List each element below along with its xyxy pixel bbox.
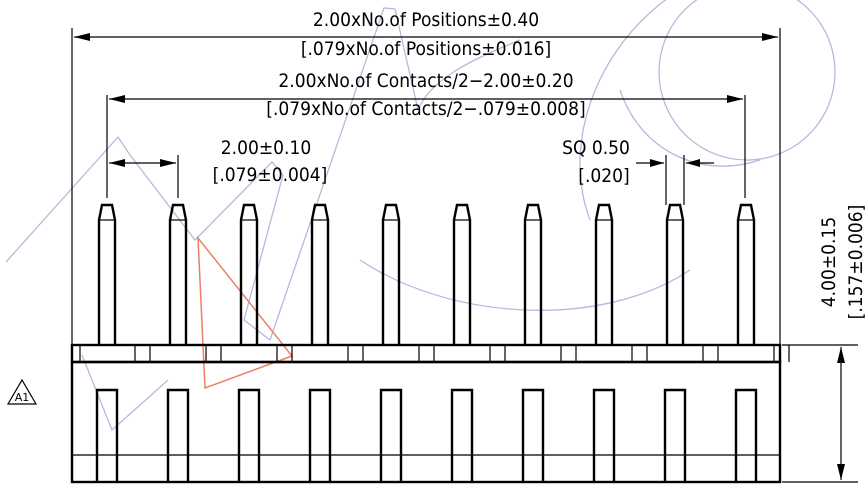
pin — [736, 205, 756, 482]
pitch-metric-label: 2.00±0.10 — [221, 137, 311, 159]
connector-body — [72, 345, 789, 482]
positions-inch-label: [.079xNo.of Positions±0.016] — [301, 38, 551, 60]
watermark-accent-triangle — [198, 238, 292, 388]
pin — [310, 205, 330, 482]
pin — [665, 205, 685, 482]
dimension-pitch: 2.00±0.10 [.079±0.004] — [109, 137, 327, 198]
pins-group — [97, 205, 756, 482]
dimension-sq: SQ 0.50 [.020] — [562, 137, 714, 205]
pin — [381, 205, 401, 482]
pin — [168, 205, 188, 482]
dimension-height: 4.00±0.15 [.157±0.006] — [782, 205, 867, 482]
pin — [452, 205, 472, 482]
positions-metric-label: 2.00xNo.of Positions±0.40 — [313, 9, 539, 31]
pin — [594, 205, 614, 482]
watermark-logo — [6, 0, 835, 430]
revision-mark-label: A1 — [15, 391, 30, 404]
dimension-contacts: 2.00xNo.of Contacts/2−2.00±0.20 [.079xNo… — [107, 70, 745, 198]
sq-inch-label: [.020] — [578, 165, 629, 187]
sq-metric-label: SQ 0.50 — [562, 137, 630, 159]
revision-mark: A1 — [8, 380, 36, 404]
contacts-metric-label: 2.00xNo.of Contacts/2−2.00±0.20 — [278, 70, 573, 92]
pin — [97, 205, 117, 482]
height-metric-label: 4.00±0.15 — [818, 217, 840, 307]
height-inch-label: [.157±0.006] — [845, 205, 867, 320]
contacts-inch-label: [.079xNo.of Contacts/2−.079±0.008] — [266, 98, 585, 120]
pitch-inch-label: [.079±0.004] — [213, 164, 328, 186]
pin — [523, 205, 543, 482]
pin — [239, 205, 259, 482]
